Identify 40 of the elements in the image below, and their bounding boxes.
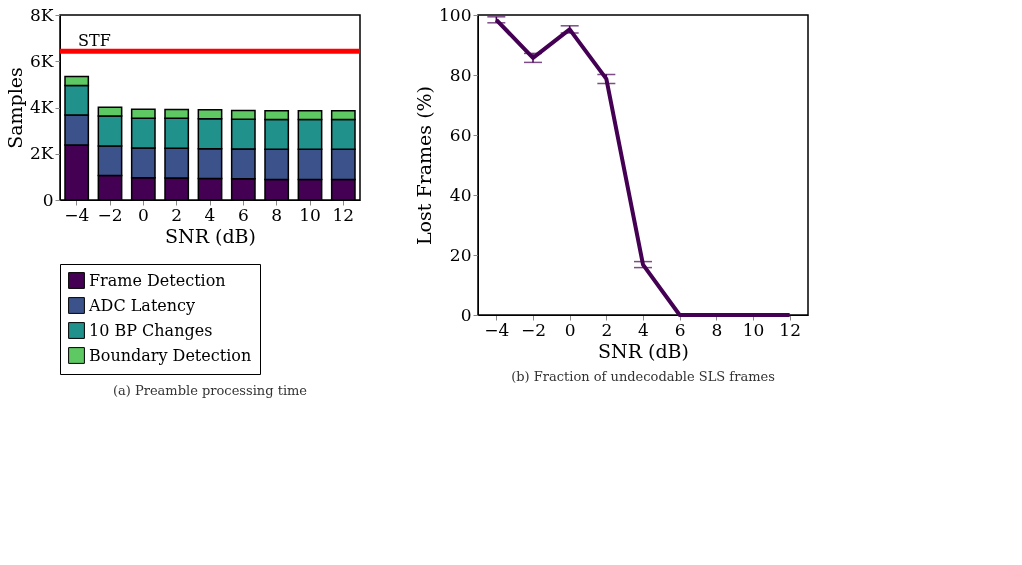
y-tick-label: 2K — [29, 143, 54, 164]
x-tick-label: 4 — [204, 204, 216, 225]
y-tick-label: 4K — [29, 97, 54, 117]
legend-label: Boundary Detection — [89, 345, 252, 365]
y-axis-title: Samples — [3, 67, 26, 149]
x-tick-label: −4 — [64, 204, 90, 225]
text: (a) Preamble processing time — [112, 382, 308, 398]
x-tick-label: −2 — [97, 204, 123, 225]
y-tick-label: 40 — [449, 184, 472, 205]
y-tick-label: 80 — [449, 64, 472, 85]
x-tick-label: 0 — [564, 319, 576, 340]
x-tick-label: 2 — [171, 204, 183, 225]
legend-label: 10 BP Changes — [89, 320, 213, 340]
x-tick-label: −4 — [484, 319, 510, 340]
x-tick-label: 6 — [237, 204, 249, 225]
y-tick-label: 0 — [42, 189, 54, 210]
x-tick-label: 12 — [332, 204, 355, 225]
legend-label: ADC Latency — [88, 295, 196, 315]
y-tick-label: 100 — [439, 4, 472, 25]
x-tick-label: 12 — [779, 319, 801, 340]
x-tick-label: −2 — [520, 319, 547, 340]
y-tick-label: 0 — [460, 304, 472, 325]
legend-label: Frame Detection — [89, 270, 226, 290]
x-tick-label: 8 — [711, 319, 723, 340]
y-tick-label: 6K — [29, 50, 54, 71]
y-axis-title: Lost Frames (%) — [413, 85, 436, 246]
x-tick-label: 0 — [137, 204, 149, 225]
x-tick-label: 2 — [601, 319, 613, 340]
x-tick-label: 4 — [638, 319, 649, 340]
text: (b) Fraction of undecodable SLS frames — [511, 369, 775, 384]
x-tick-label: 8 — [271, 204, 283, 225]
x-tick-label: 10 — [742, 319, 765, 340]
x-axis-title: SNR (dB) — [165, 224, 256, 247]
y-tick-label: 60 — [449, 124, 472, 145]
ref-line-label: STF — [78, 31, 111, 51]
y-tick-label: 8K — [29, 4, 54, 25]
x-tick-label: 6 — [674, 319, 686, 340]
y-tick-label: 20 — [449, 244, 472, 265]
x-tick-label: 10 — [299, 204, 321, 225]
x-axis-title: SNR (dB) — [598, 339, 689, 362]
